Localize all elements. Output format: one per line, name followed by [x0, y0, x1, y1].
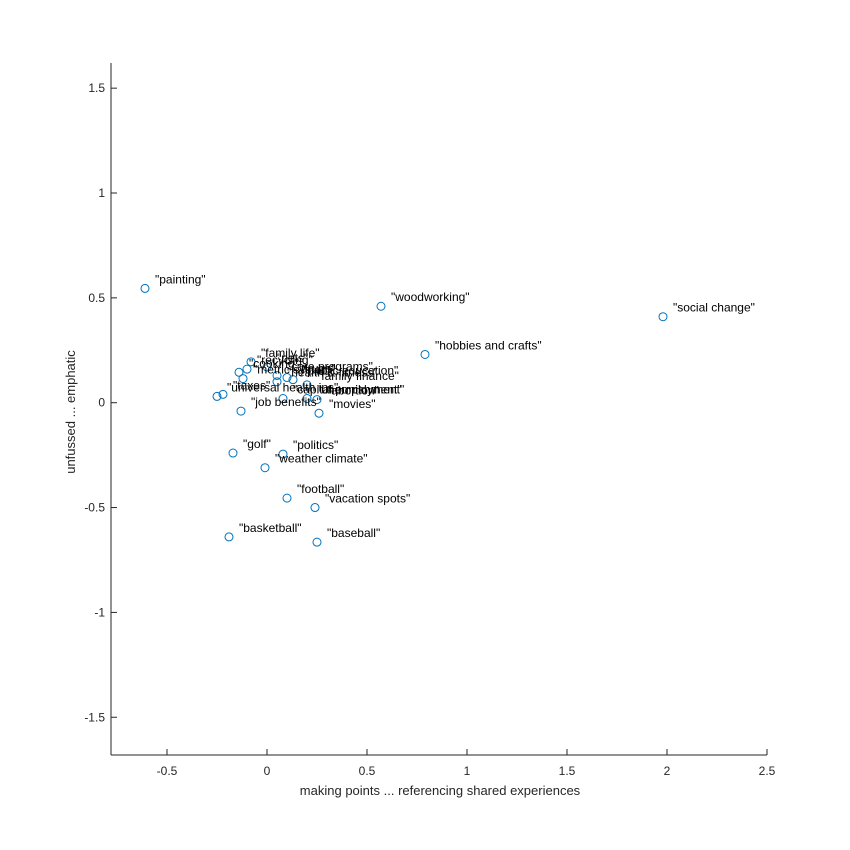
data-point — [282, 493, 292, 503]
data-point-label: "pets" — [277, 351, 308, 365]
data-point — [272, 370, 282, 380]
data-point-label: "vacation spots" — [325, 492, 410, 506]
y-tick-label: -0.5 — [84, 501, 105, 515]
x-tick-label: 1 — [464, 764, 471, 778]
y-tick-label: 1.5 — [88, 81, 105, 95]
data-point — [278, 394, 288, 404]
data-point-label: "woodworking" — [391, 290, 470, 304]
data-point — [234, 367, 244, 377]
data-point — [224, 532, 234, 542]
data-point-label: "capital punishment" — [293, 383, 402, 397]
data-point — [218, 389, 228, 399]
y-axis-title: unfussed ... emphatic — [63, 350, 78, 474]
y-tick-label: 0.5 — [88, 291, 105, 305]
data-point-label: "unemployment" — [317, 383, 404, 397]
data-point — [288, 375, 298, 385]
x-tick-label: 0.5 — [359, 764, 376, 778]
data-point — [302, 394, 312, 404]
x-axis-title: making points ... referencing shared exp… — [300, 783, 581, 798]
data-point — [310, 503, 320, 513]
data-point-label: "family finance" — [317, 369, 399, 383]
data-point — [140, 283, 150, 293]
y-tick-label: 0 — [98, 396, 105, 410]
data-point-label: "social change" — [673, 301, 755, 315]
data-point-label: "metric system" — [253, 363, 336, 377]
data-point-label: "baseball" — [327, 526, 380, 540]
x-tick-label: 2 — [664, 764, 671, 778]
data-point-label: "movies" — [329, 397, 376, 411]
data-point — [314, 408, 324, 418]
data-point — [278, 449, 288, 459]
data-point — [312, 395, 322, 405]
data-point — [246, 357, 256, 367]
data-point-label: "basketball" — [239, 521, 302, 535]
data-point-label: "job benefits" — [251, 395, 321, 409]
data-point — [658, 312, 668, 322]
data-point — [262, 362, 272, 372]
axes: -0.5 0 0.5 1 1.5 2 2.5 -1.5 -1 -0.5 0 0.5 1 1.5 — [84, 63, 776, 778]
data-point-label: "football" — [297, 482, 344, 496]
x-tick-label: 2.5 — [759, 764, 776, 778]
data-point-label: "abortion" — [327, 384, 379, 398]
data-point — [228, 448, 238, 458]
data-point — [312, 537, 322, 547]
data-point-label: "painting" — [155, 272, 206, 286]
data-point-label: "hobbies and crafts" — [435, 338, 542, 352]
data-point-label: "public education" — [303, 364, 398, 378]
data-point-label: "family life" — [261, 346, 320, 360]
data-point-label: "universal health ins" — [227, 380, 338, 394]
y-tick-label: 1 — [98, 186, 105, 200]
data-point-label: "cooking" — [249, 356, 299, 370]
data-point-label: "drugs" — [297, 362, 336, 376]
data-point — [242, 364, 252, 374]
data-point — [238, 374, 248, 384]
data-point — [236, 406, 246, 416]
data-point — [212, 391, 222, 401]
data-point-label: "recycling" — [257, 353, 313, 367]
data-point — [260, 463, 270, 473]
y-tick-label: -1 — [94, 605, 105, 619]
data-point-label: "politics" — [293, 438, 338, 452]
data-point-label: "care programs" — [287, 359, 373, 373]
data-point — [272, 377, 282, 387]
data-point — [376, 301, 386, 311]
x-tick-label: 0 — [264, 764, 271, 778]
data-point-label: "health & fitness" — [287, 366, 378, 380]
data-point — [282, 373, 292, 383]
x-tick-label: 1.5 — [559, 764, 576, 778]
data-point-label: "taxes" — [233, 378, 270, 392]
x-tick-label: -0.5 — [157, 764, 178, 778]
data-point — [420, 349, 430, 359]
data-point — [302, 380, 312, 390]
data-point-label: "weather climate" — [275, 452, 368, 466]
data-points — [140, 283, 668, 547]
data-point-label: "golf" — [243, 437, 271, 451]
y-tick-label: -1.5 — [84, 710, 105, 724]
point-labels: "painting" "woodworking" "social change" "h… — [155, 272, 755, 540]
